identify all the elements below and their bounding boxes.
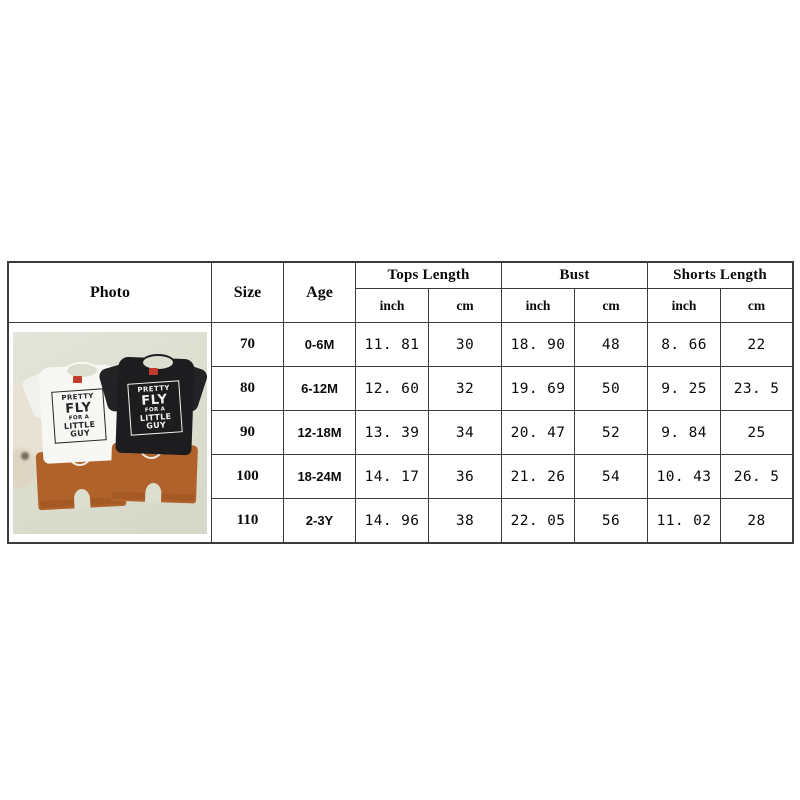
cell-shorts-length-cm: 26. 5 [720,454,794,499]
tee-print-black: PRETTY FLY FOR A LITTLE GUY [127,379,183,436]
product-photo-cell: PRETTY FLY FOR A LITTLE GUY [8,322,212,543]
table-header: Photo Size Age Tops Length Bust Shorts L… [8,262,794,323]
cell-shorts-length-inch: 9. 84 [647,410,722,455]
cell-shorts-length-inch: 10. 43 [647,454,722,499]
cell-tops-length-inch: 13. 39 [355,410,429,455]
cell-tops-length-cm: 34 [427,410,503,455]
cell-age: 18-24M [283,454,356,499]
cell-tops-length-inch: 11. 81 [355,322,429,367]
header-group-bust: Bust [501,262,649,289]
cell-tops-length-cm: 38 [427,498,503,543]
cell-size: 100 [211,454,284,499]
cell-tops-length-cm: 36 [427,454,503,499]
cell-bust-inch: 19. 69 [501,366,576,411]
cell-tops-length-inch: 14. 17 [355,454,429,499]
cell-bust-cm: 52 [574,410,649,455]
table-row: 100 18-24M 14. 17 36 21. 26 54 10. 43 26… [9,454,794,499]
cell-size: 70 [211,322,284,367]
cell-age: 6-12M [283,366,356,411]
cell-size: 110 [211,498,284,543]
cell-age: 12-18M [283,410,356,455]
cell-shorts-length-inch: 9. 25 [647,366,722,411]
header-tops-length-cm: cm [427,288,503,323]
table-body: PRETTY FLY FOR A LITTLE GUY [8,322,794,543]
cell-bust-cm: 48 [574,322,649,367]
cell-bust-cm: 50 [574,366,649,411]
cell-shorts-length-cm: 25 [720,410,794,455]
header-group-tops-length: Tops Length [354,262,503,289]
table-row: 90 12-18M 13. 39 34 20. 47 52 9. 84 25 [9,410,794,455]
cell-tops-length-cm: 30 [427,322,503,367]
cell-age: 0-6M [283,322,356,367]
cell-bust-cm: 56 [574,498,649,543]
cell-shorts-length-cm: 22 [720,322,794,367]
header-size: Size [211,262,284,323]
header-group-shorts-length: Shorts Length [647,262,794,289]
cell-bust-cm: 54 [574,454,649,499]
header-shorts-length-cm: cm [720,288,794,323]
cell-shorts-length-inch: 8. 66 [647,322,722,367]
header-row-units: inch cm inch cm inch cm [9,288,794,323]
cell-shorts-length-cm: 23. 5 [720,366,794,411]
brand-tag-white [73,375,82,383]
cell-tops-length-inch: 12. 60 [355,366,429,411]
cell-bust-inch: 20. 47 [501,410,576,455]
cell-bust-inch: 21. 26 [501,454,576,499]
prop-dot-icon [21,451,29,460]
cell-age: 2-3Y [283,498,356,543]
table-row: PRETTY FLY FOR A LITTLE GUY [8,322,794,543]
header-tops-length-inch: inch [355,288,429,323]
product-photo: PRETTY FLY FOR A LITTLE GUY [9,328,211,537]
cell-shorts-length-inch: 11. 02 [647,498,722,543]
header-photo: Photo [8,262,212,323]
cell-tops-length-cm: 32 [427,366,503,411]
cell-bust-inch: 18. 90 [501,322,576,367]
cell-size: 80 [211,366,284,411]
header-age: Age [283,262,356,323]
cell-shorts-length-cm: 28 [720,498,794,543]
header-row-groups: Photo Size Age Tops Length Bust Shorts L… [8,262,794,323]
cell-size: 90 [211,410,284,455]
header-shorts-length-inch: inch [647,288,722,323]
cell-tops-length-inch: 14. 96 [355,498,429,543]
brand-tag-black [149,367,158,375]
table-row: 80 6-12M 12. 60 32 19. 69 50 9. 25 23. 5 [9,366,794,411]
header-bust-inch: inch [501,288,576,323]
table-row: 110 2-3Y 14. 96 38 22. 05 56 11. 02 28 [9,498,794,543]
cell-bust-inch: 22. 05 [501,498,576,543]
tee-print-white: PRETTY FLY FOR A LITTLE GUY [51,387,107,444]
header-bust-cm: cm [574,288,649,323]
size-chart-table: Photo Size Age Tops Length Bust Shorts L… [6,261,795,544]
